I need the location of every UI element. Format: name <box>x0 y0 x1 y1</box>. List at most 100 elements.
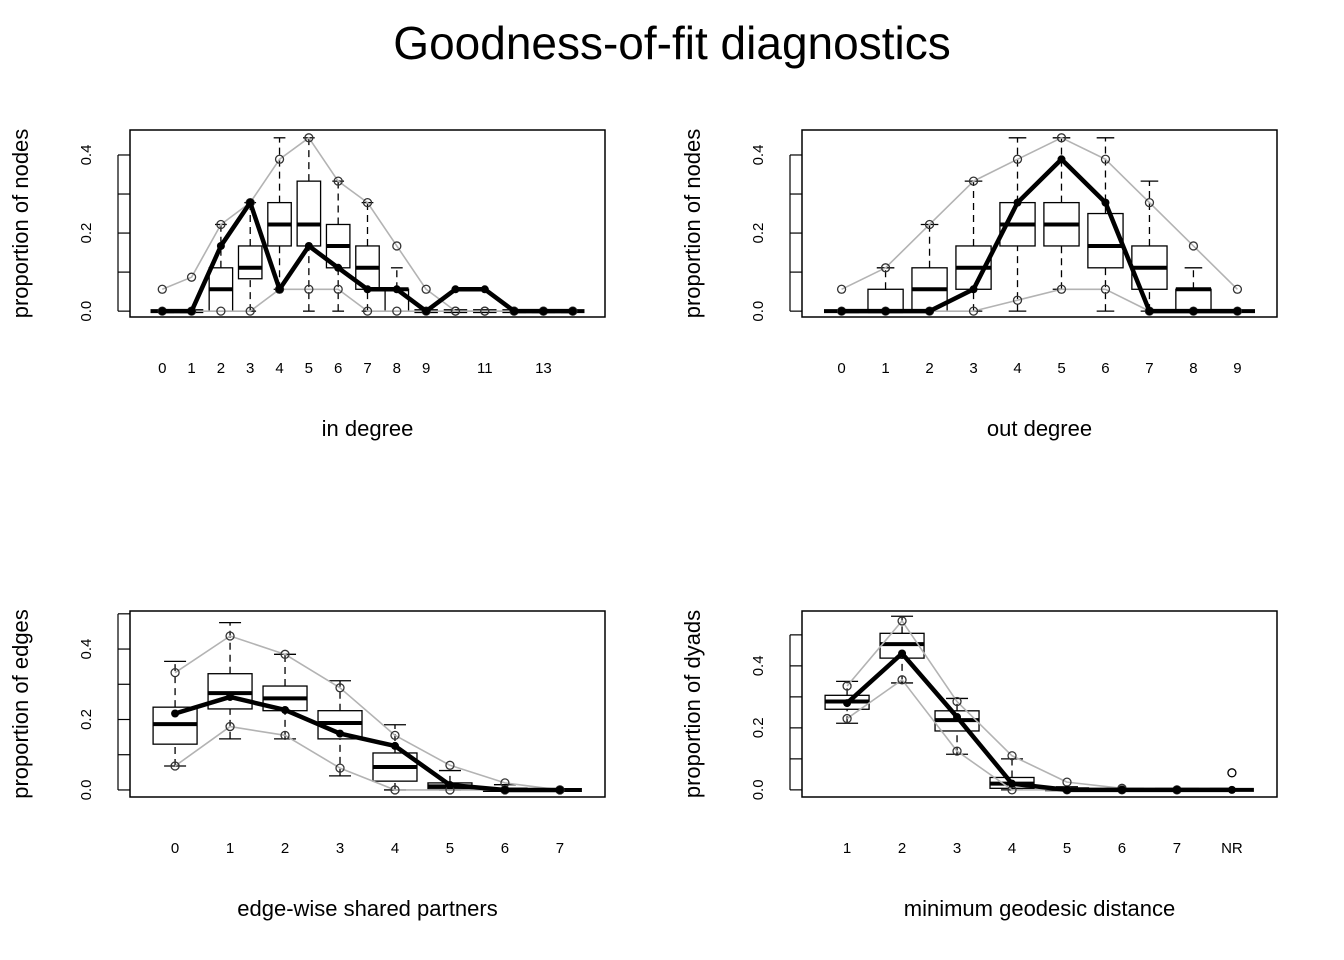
observed-point <box>171 709 180 718</box>
plot-frame <box>801 610 1278 798</box>
observed-point <box>246 198 255 207</box>
x-axis-title: minimum geodesic distance <box>904 896 1175 921</box>
lower-point <box>170 761 180 771</box>
x-tick-label: 4 <box>391 840 399 857</box>
observed-point <box>451 285 460 294</box>
x-tick-label: 8 <box>1189 360 1197 377</box>
upper-point <box>333 176 343 186</box>
lower-point <box>304 284 314 294</box>
x-tick-label: 3 <box>953 840 961 857</box>
lower-point <box>335 763 345 773</box>
panel: 0.0 0.2 0.4 proportion of nodes out degree 0 1… <box>680 129 1278 441</box>
x-tick-label: 3 <box>336 840 344 857</box>
x-tick-label: 3 <box>969 360 977 377</box>
upper-point <box>445 760 455 770</box>
y-axis-title: proportion of edges <box>8 609 33 799</box>
upper-band-line <box>174 635 561 791</box>
observed-point <box>953 713 962 722</box>
x-tick-label: 11 <box>477 360 493 377</box>
x-tick-label: 2 <box>925 360 933 377</box>
upper-point <box>421 284 431 294</box>
observed-line <box>841 157 1238 314</box>
upper-point <box>362 197 373 208</box>
x-tick-label: 5 <box>1063 840 1071 857</box>
panel: 0.0 0.2 0.4 proportion of nodes in degree 0 1 2… <box>8 129 606 441</box>
observed-point <box>216 241 225 250</box>
upper-point <box>392 241 402 251</box>
upper-point <box>1012 154 1023 164</box>
y-axis-title: proportion of nodes <box>8 129 33 319</box>
observed-point <box>1117 785 1126 794</box>
observed-point <box>1008 779 1017 788</box>
x-tick-label: 4 <box>275 360 283 377</box>
y-axis-title: proportion of nodes <box>680 129 705 319</box>
x-tick-label: 3 <box>246 360 254 377</box>
lower-point <box>1100 284 1111 294</box>
upper-point <box>897 616 907 626</box>
observed-point <box>363 285 372 294</box>
upper-point <box>186 272 197 282</box>
upper-point <box>924 219 935 230</box>
lower-point <box>1012 295 1023 305</box>
observed-point <box>898 649 907 658</box>
lower-point <box>952 746 962 756</box>
x-tick-label: 9 <box>422 360 430 377</box>
observed-point <box>422 307 431 316</box>
y-tick-label: 0.0 <box>78 301 95 322</box>
lower-point <box>897 675 907 685</box>
plot-frame <box>129 610 606 798</box>
observed-point <box>837 307 846 316</box>
plot-frame <box>801 129 1278 318</box>
y-tick-label: 0.4 <box>750 145 767 166</box>
upper-point <box>216 219 226 230</box>
observed-point <box>281 705 290 714</box>
x-tick-label: 6 <box>334 360 342 377</box>
upper-point <box>1100 154 1111 164</box>
x-tick-label: 7 <box>1173 840 1181 857</box>
upper-point <box>1232 284 1243 294</box>
x-tick-label: 5 <box>1057 360 1065 377</box>
observed-point <box>1062 785 1071 794</box>
upper-point <box>952 696 962 707</box>
x-tick-label: 13 <box>535 360 552 377</box>
x-tick-label: 1 <box>843 840 851 857</box>
x-tick-label: 1 <box>881 360 889 377</box>
upper-point <box>968 176 979 186</box>
upper-point <box>390 730 400 741</box>
lower-point <box>245 306 255 316</box>
x-axis-title: out degree <box>987 416 1092 441</box>
lower-point <box>225 721 235 732</box>
observed-point <box>1101 198 1110 207</box>
upper-point <box>1007 751 1017 761</box>
box <box>237 245 263 280</box>
upper-point <box>836 284 847 294</box>
observed-line <box>174 694 560 793</box>
upper-point <box>1144 197 1155 208</box>
x-tick-label: 4 <box>1008 840 1016 857</box>
observed-point <box>187 307 196 316</box>
x-tick-label: 9 <box>1233 360 1241 377</box>
panel: 0.0 0.2 0.4 proportion of edges edge-wise sh… <box>8 609 606 921</box>
y-tick-label: 0.4 <box>750 655 767 676</box>
x-tick-label: 7 <box>1145 360 1153 377</box>
observed-point <box>539 307 548 316</box>
y-tick-label: 0.2 <box>78 709 95 730</box>
x-tick-label: 4 <box>1013 360 1021 377</box>
lower-point <box>1056 284 1067 294</box>
upper-point <box>225 631 235 641</box>
x-tick-label: 0 <box>158 360 166 377</box>
observed-point <box>1233 307 1242 316</box>
upper-point <box>157 284 167 294</box>
x-tick-label: 2 <box>217 360 225 377</box>
observed-point <box>925 307 934 316</box>
x-tick-label: 6 <box>1118 840 1126 857</box>
box <box>296 180 322 247</box>
lower-point <box>450 306 461 316</box>
lower-point <box>842 713 852 724</box>
upper-point <box>274 154 285 164</box>
upper-point <box>1056 133 1067 143</box>
x-axis-title: in degree <box>322 416 414 441</box>
x-axis-title: edge-wise shared partners <box>237 896 497 921</box>
observed-point <box>1172 785 1181 794</box>
